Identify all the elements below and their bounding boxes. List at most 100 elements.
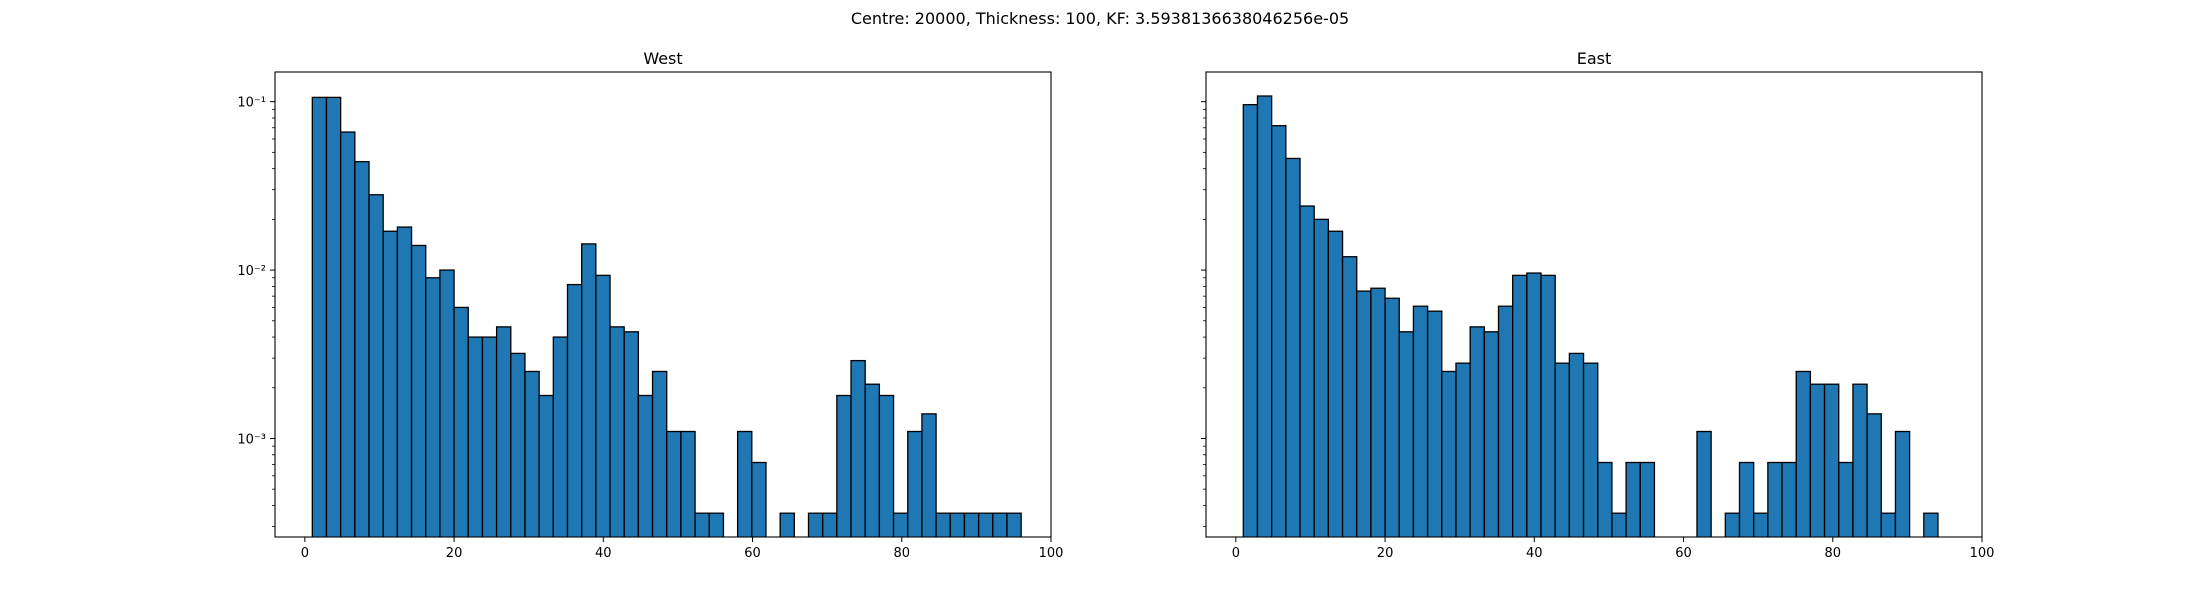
west-bar [552, 336, 569, 537]
west-bar [651, 370, 668, 537]
west-bar [694, 512, 710, 537]
west-bar [467, 336, 484, 537]
east-bar [1880, 512, 1897, 537]
west-bar [807, 512, 824, 537]
east-bar [1554, 362, 1571, 537]
west-bar [1006, 512, 1022, 537]
west-bar [736, 430, 753, 537]
west-xtick-label: 80 [893, 546, 910, 561]
west-bar [566, 283, 583, 537]
east-xtick-label: 60 [1675, 546, 1692, 561]
east-bar [1256, 95, 1273, 537]
west-ytick-label: 10⁻¹ [237, 96, 266, 111]
east-panel: East 0 20 40 60 80 100 [1201, 49, 1994, 561]
east-bar [1313, 218, 1330, 537]
west-bar [935, 512, 951, 537]
west-bar [510, 352, 526, 537]
east-bar [1611, 512, 1627, 537]
west-bar [637, 394, 654, 537]
east-bar [1441, 370, 1457, 537]
east-bar [1597, 461, 1613, 537]
east-bar [1370, 287, 1386, 537]
east-bar [1852, 383, 1868, 537]
west-ytick-label: 10⁻³ [237, 432, 266, 447]
west-xtick-label: 100 [1039, 546, 1064, 561]
west-bar [949, 512, 966, 537]
east-bar [1540, 274, 1556, 537]
west-panel: West 0 20 40 60 80 100 10⁻³ 10⁻² 10⁻¹ [237, 49, 1063, 561]
west-bar [992, 512, 1008, 537]
east-bar [1823, 383, 1840, 537]
west-bar [892, 512, 909, 537]
east-bar [1582, 362, 1599, 537]
east-bar [1738, 461, 1755, 537]
west-bar [425, 277, 441, 537]
west-bar [963, 512, 980, 537]
west-ytick-label: 10⁻² [237, 264, 266, 279]
west-bar [410, 244, 427, 537]
west-bar [666, 430, 682, 537]
east-bar [1384, 297, 1400, 537]
west-bar [921, 413, 937, 537]
west-xtick-label: 20 [446, 546, 463, 561]
west-bar [396, 226, 413, 537]
east-bar [1512, 274, 1528, 537]
east-bar [1894, 430, 1911, 537]
west-bar [822, 512, 838, 537]
east-bar [1724, 512, 1741, 537]
east-bar [1285, 157, 1301, 537]
west-bar [595, 274, 611, 537]
west-bar [680, 430, 696, 537]
east-bar [1795, 370, 1812, 537]
west-bar [977, 512, 994, 537]
west-bar [453, 306, 469, 537]
east-bar [1639, 461, 1656, 537]
west-bar [481, 336, 498, 537]
west-bar [340, 131, 356, 537]
west-bar [495, 326, 512, 537]
east-bar [1753, 512, 1769, 537]
west-bar [538, 394, 554, 537]
east-bar [1271, 125, 1287, 537]
west-bar [439, 269, 455, 537]
west-bar [779, 512, 795, 537]
west-bar [368, 194, 384, 537]
east-bar [1923, 512, 1939, 537]
east-bar [1341, 256, 1358, 537]
east-bar [1455, 362, 1471, 537]
west-bar [609, 326, 625, 537]
west-bar [623, 331, 640, 537]
east-bar [1838, 461, 1854, 537]
west-xtick-label: 0 [301, 546, 309, 561]
east-axes-frame [1205, 71, 1983, 538]
east-bar [1469, 326, 1485, 537]
east-xtick-label: 80 [1824, 546, 1841, 561]
east-bar [1625, 461, 1641, 537]
west-bar [524, 370, 540, 537]
west-axes-frame [274, 71, 1052, 538]
west-title: West [643, 49, 682, 68]
west-xtick-label: 60 [744, 546, 761, 561]
west-bar [850, 359, 866, 537]
west-bar [864, 383, 881, 537]
west-bar [325, 96, 342, 537]
west-bars [311, 96, 1022, 537]
west-bar [581, 243, 597, 537]
east-bar [1327, 230, 1344, 537]
east-bar [1426, 310, 1443, 537]
east-xtick-label: 100 [1970, 546, 1995, 561]
east-bar [1412, 305, 1429, 537]
east-bar [1696, 430, 1712, 537]
east-bar [1242, 103, 1259, 537]
west-bar [311, 96, 328, 537]
east-bar [1767, 461, 1783, 537]
east-bar [1398, 331, 1415, 537]
east-title: East [1577, 49, 1612, 68]
figure-suptitle: Centre: 20000, Thickness: 100, KF: 3.593… [851, 9, 1349, 28]
east-bar [1526, 272, 1542, 537]
east-xtick-label: 0 [1232, 546, 1240, 561]
west-bar [354, 161, 370, 537]
east-bar [1781, 461, 1797, 537]
east-bars [1242, 95, 1939, 537]
west-bar [878, 394, 895, 537]
